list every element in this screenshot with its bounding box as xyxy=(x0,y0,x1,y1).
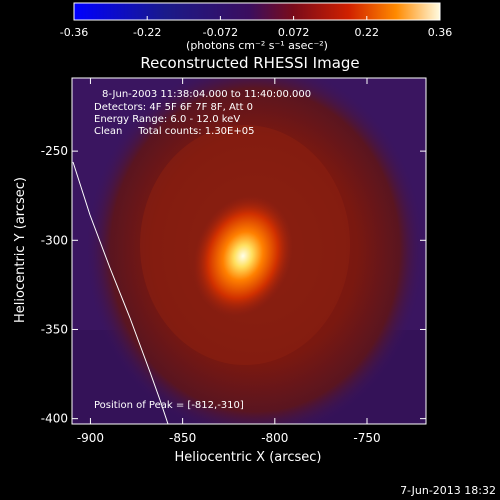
colorbar-tick-label-2: -0.072 xyxy=(203,26,238,39)
colorbar: -0.36 -0.22 -0.072 0.072 0.22 0.36 (photons c… xyxy=(60,2,452,52)
colorbar-gradient xyxy=(73,2,441,21)
y-tick-label-1: -300 xyxy=(41,233,68,247)
y-tick-label-2: -350 xyxy=(41,322,68,336)
x-tick-label-2: -800 xyxy=(261,431,288,445)
emission-peak xyxy=(193,195,293,317)
y-axis: -250 -300 -350 -400 xyxy=(41,144,426,426)
footer-date: 7-Jun-2013 18:32 xyxy=(400,484,496,497)
y-tick-label-3: -400 xyxy=(41,412,68,426)
colorbar-tick-label-1: -0.22 xyxy=(133,26,161,39)
peak-position-text: Position of Peak = [-812,-310] xyxy=(94,400,244,411)
x-tick-label-1: -850 xyxy=(169,431,196,445)
y-axis-label: Heliocentric Y (arcsec) xyxy=(13,177,28,323)
annotation-time-range: 8-Jun-2003 11:38:04.000 to 11:40:00.000 xyxy=(102,89,311,100)
y-tick-label-0: -250 xyxy=(41,144,68,158)
x-tick-label-3: -750 xyxy=(353,431,380,445)
colorbar-tick-label-4: 0.22 xyxy=(355,26,380,39)
colorbar-unit-label: (photons cm⁻² s⁻¹ asec⁻²) xyxy=(186,39,328,52)
plot-title: Reconstructed RHESSI Image xyxy=(140,54,359,72)
colorbar-tick-label-0: -0.36 xyxy=(60,26,88,39)
annotation-detectors: Detectors: 4F 5F 6F 7F 8F, Att 0 xyxy=(94,102,253,113)
x-tick-label-0: -900 xyxy=(77,431,104,445)
annotation-block: 8-Jun-2003 11:38:04.000 to 11:40:00.000 … xyxy=(94,89,311,137)
x-axis-label: Heliocentric X (arcsec) xyxy=(175,450,322,465)
colorbar-tick-label-3: 0.072 xyxy=(278,26,310,39)
solar-limb-line xyxy=(72,161,169,424)
colorbar-ticks: -0.36 -0.22 -0.072 0.072 0.22 0.36 xyxy=(60,16,452,39)
annotation-clean-counts: Clean Total counts: 1.30E+05 xyxy=(94,126,254,137)
annotation-energy-range: Energy Range: 6.0 - 12.0 keV xyxy=(94,114,240,125)
plot-frame xyxy=(71,77,427,425)
x-axis: -900 -850 -800 -750 xyxy=(77,78,381,445)
colorbar-tick-label-5: 0.36 xyxy=(428,26,453,39)
plot-area xyxy=(72,78,426,424)
